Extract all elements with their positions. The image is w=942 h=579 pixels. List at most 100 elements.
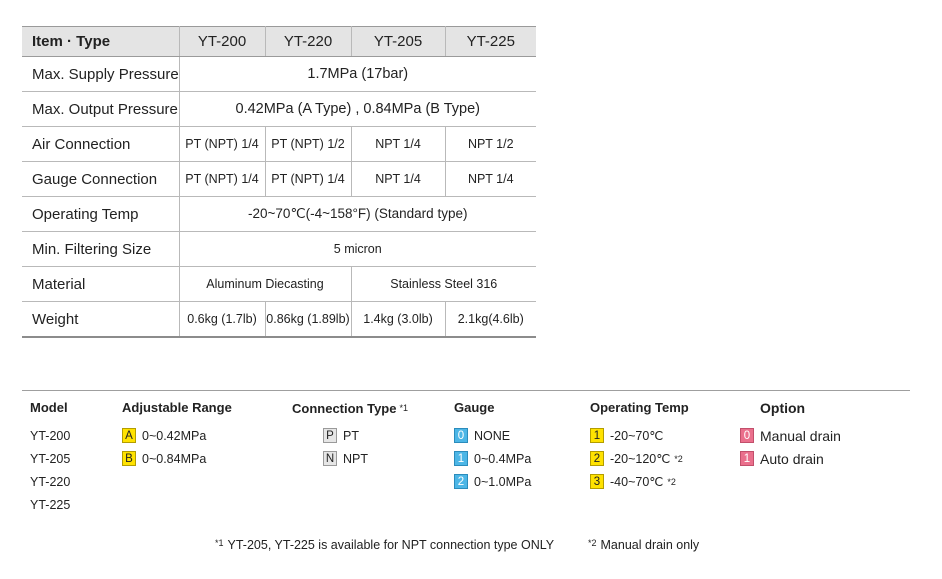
- option-text: Auto drain: [760, 450, 824, 467]
- temp-item: 3 -40~70℃ *2: [590, 470, 689, 493]
- range-code-badge: A: [122, 428, 136, 443]
- cell-value: 1.4kg (3.0lb): [350, 301, 446, 338]
- connection-header: Connection Type *1: [292, 400, 408, 424]
- option-item: 1 Auto drain: [740, 447, 841, 470]
- spec-header-row: Item · Type YT-200 YT-220 YT-205 YT-225: [22, 26, 536, 57]
- gauge-text: NONE: [474, 428, 511, 443]
- temp-item: 2 -20~120℃ *2: [590, 447, 689, 470]
- cell-value: 0.86kg (1.89lb): [264, 301, 352, 338]
- option-code-badge: 0: [740, 428, 754, 443]
- gauge-code-badge: 0: [454, 428, 468, 443]
- gauge-code-badge: 1: [454, 451, 468, 466]
- model-item: YT-225: [30, 497, 71, 512]
- range-item: B 0~0.84MPa: [122, 447, 232, 470]
- temp-code-badge: 2: [590, 451, 604, 466]
- footnote-1-mark: *1: [215, 538, 224, 548]
- connection-header-label: Connection Type: [292, 401, 397, 416]
- row-weight: Weight 0.6kg (1.7lb) 0.86kg (1.89lb) 1.4…: [22, 301, 536, 338]
- row-label: Operating Temp: [22, 196, 180, 232]
- option-item: 0 Manual drain: [740, 424, 841, 447]
- row-label: Max. Output Pressure: [22, 91, 180, 127]
- gauge-text: 0~1.0MPa: [474, 474, 532, 489]
- row-label: Max. Supply Pressure: [22, 56, 180, 92]
- row-material: Material Aluminum Diecasting Stainless S…: [22, 266, 536, 302]
- gauge-column: Gauge 0 NONE 1 0~0.4MPa 2 0~1.0MPa: [454, 400, 531, 493]
- connection-code-badge: P: [323, 428, 337, 443]
- model-item: YT-205: [30, 451, 71, 466]
- model-column: Model YT-200 YT-205 YT-220 YT-225: [30, 400, 70, 516]
- option-header: Option: [760, 400, 806, 416]
- cell-value: NPT 1/4: [444, 161, 536, 197]
- cell-value: NPT 1/4: [350, 161, 446, 197]
- gauge-header: Gauge: [454, 400, 495, 415]
- cell-value: Aluminum Diecasting: [178, 266, 352, 302]
- option-column: Option 0 Manual drain 1 Auto drain: [740, 400, 841, 470]
- row-filtering-size: Min. Filtering Size 5 micron: [22, 231, 536, 267]
- ordering-divider: [22, 390, 910, 391]
- model-header: Model: [30, 400, 68, 415]
- row-gauge-connection: Gauge Connection PT (NPT) 1/4 PT (NPT) 1…: [22, 161, 536, 197]
- cell-value: Stainless Steel 316: [350, 266, 536, 302]
- row-supply-pressure: Max. Supply Pressure 1.7MPa (17bar): [22, 56, 536, 92]
- connection-footnote-mark: *1: [399, 403, 408, 413]
- row-air-connection: Air Connection PT (NPT) 1/4 PT (NPT) 1/2…: [22, 126, 536, 162]
- cell-value: 0.6kg (1.7lb): [178, 301, 266, 338]
- cell-value: PT (NPT) 1/4: [264, 161, 352, 197]
- option-code-badge: 1: [740, 451, 754, 466]
- cell-value: 2.1kg(4.6lb): [444, 301, 536, 338]
- footnote-2: *2 Manual drain only: [588, 538, 699, 552]
- row-value: 1.7MPa (17bar): [178, 56, 536, 92]
- row-label: Min. Filtering Size: [22, 231, 180, 267]
- range-item: A 0~0.42MPa: [122, 424, 232, 447]
- cell-value: NPT 1/2: [444, 126, 536, 162]
- temp-column: Operating Temp 1 -20~70℃ 2 -20~120℃ *2 3…: [590, 400, 689, 493]
- temp-item: 1 -20~70℃: [590, 424, 689, 447]
- temp-text: -20~70℃: [610, 428, 664, 443]
- connection-code-badge: N: [323, 451, 337, 466]
- range-text: 0~0.42MPa: [142, 428, 207, 443]
- temp-text: -20~120℃: [610, 451, 671, 466]
- gauge-item: 0 NONE: [454, 424, 531, 447]
- cell-value: PT (NPT) 1/4: [178, 126, 266, 162]
- model-item: YT-220: [30, 474, 71, 489]
- row-label: Weight: [22, 301, 180, 338]
- connection-text: NPT: [343, 451, 368, 466]
- row-output-pressure: Max. Output Pressure 0.42MPa (A Type) , …: [22, 91, 536, 127]
- cell-value: NPT 1/4: [350, 126, 446, 162]
- row-label: Gauge Connection: [22, 161, 180, 197]
- cell-value: PT (NPT) 1/4: [178, 161, 266, 197]
- gauge-code-badge: 2: [454, 474, 468, 489]
- row-value: -20~70℃(-4~158°F) (Standard type): [178, 196, 536, 232]
- temp-footnote-mark: *2: [667, 476, 676, 487]
- connection-item: N NPT: [292, 447, 408, 470]
- gauge-item: 1 0~0.4MPa: [454, 447, 531, 470]
- option-text: Manual drain: [760, 427, 841, 444]
- connection-item: P PT: [292, 424, 408, 447]
- connection-text: PT: [343, 428, 359, 443]
- range-text: 0~0.84MPa: [142, 451, 207, 466]
- model-item: YT-200: [30, 428, 71, 443]
- temp-footnote-mark: *2: [674, 453, 683, 464]
- header-yt-220: YT-220: [264, 26, 352, 57]
- range-column: Adjustable Range A 0~0.42MPa B 0~0.84MPa: [122, 400, 232, 470]
- header-yt-200: YT-200: [178, 26, 266, 57]
- spec-table: Item · Type YT-200 YT-220 YT-205 YT-225 …: [22, 26, 536, 338]
- gauge-text: 0~0.4MPa: [474, 451, 532, 466]
- temp-code-badge: 3: [590, 474, 604, 489]
- header-yt-225: YT-225: [444, 26, 536, 57]
- range-header: Adjustable Range: [122, 400, 232, 415]
- temp-header: Operating Temp: [590, 400, 689, 415]
- header-item-type: Item · Type: [22, 26, 180, 57]
- temp-code-badge: 1: [590, 428, 604, 443]
- temp-text: -40~70℃: [610, 474, 664, 489]
- row-operating-temp: Operating Temp -20~70℃(-4~158°F) (Standa…: [22, 196, 536, 232]
- footnote-1-text: YT-205, YT-225 is available for NPT conn…: [227, 538, 555, 552]
- footnote-1: *1 YT-205, YT-225 is available for NPT co…: [215, 538, 554, 552]
- cell-value: PT (NPT) 1/2: [264, 126, 352, 162]
- row-label: Material: [22, 266, 180, 302]
- footnote-2-text: Manual drain only: [600, 538, 700, 552]
- footnote-2-mark: *2: [588, 538, 597, 548]
- row-label: Air Connection: [22, 126, 180, 162]
- gauge-item: 2 0~1.0MPa: [454, 470, 531, 493]
- row-value: 5 micron: [178, 231, 536, 267]
